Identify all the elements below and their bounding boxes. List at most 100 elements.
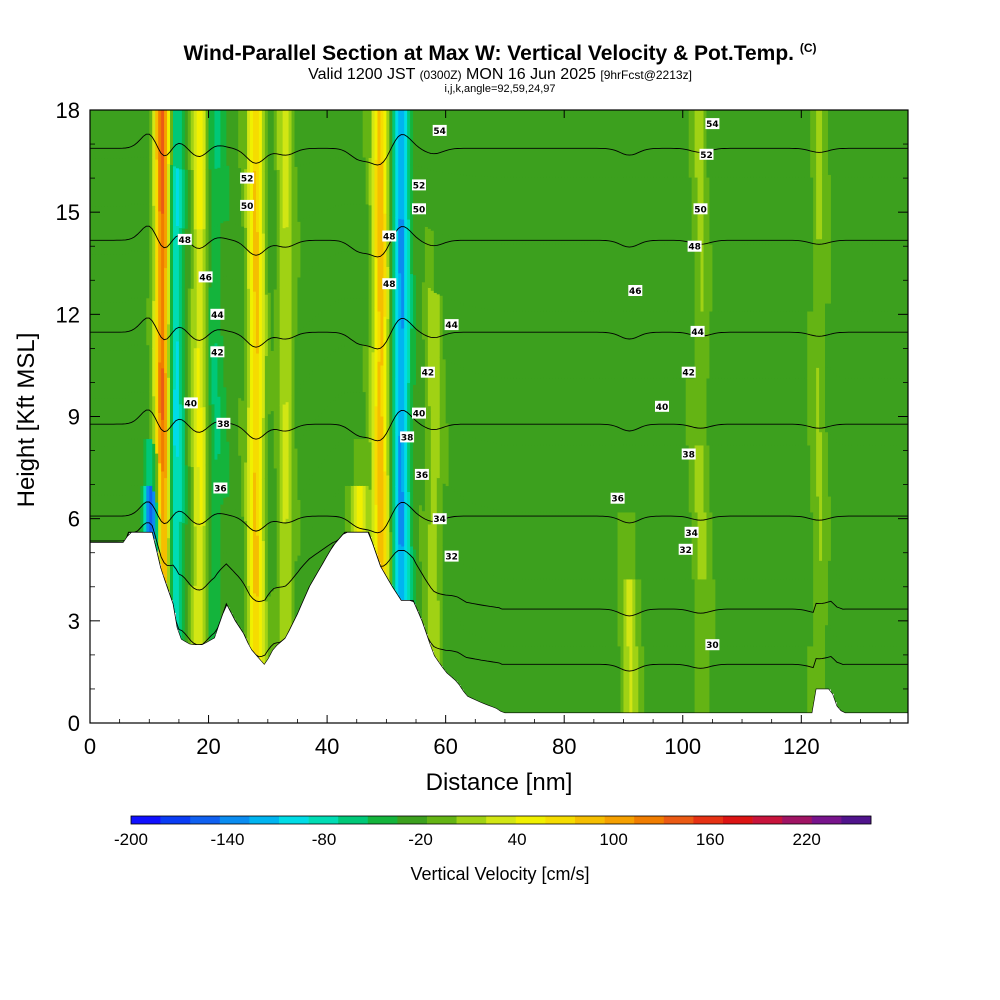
velocity-cell xyxy=(187,347,192,408)
velocity-cell xyxy=(851,444,856,513)
velocity-cell xyxy=(673,444,678,513)
velocity-cell xyxy=(143,250,147,299)
velocity-cell xyxy=(854,176,859,245)
velocity-cell xyxy=(626,176,630,245)
velocity-cell xyxy=(552,444,556,513)
velocity-cell xyxy=(810,444,814,513)
velocity-cell xyxy=(869,444,874,513)
velocity-cell xyxy=(427,582,432,643)
velocity-cell xyxy=(410,273,414,329)
velocity-cell xyxy=(279,523,284,584)
velocity-cell xyxy=(303,542,307,598)
velocity-cell xyxy=(424,575,429,635)
velocity-cell xyxy=(413,274,417,331)
velocity-cell xyxy=(424,284,429,344)
velocity-cell xyxy=(593,444,598,513)
velocity-cell xyxy=(164,267,168,321)
velocity-cell xyxy=(659,176,663,245)
velocity-cell xyxy=(644,110,648,178)
velocity-cell xyxy=(442,607,447,671)
velocity-cell xyxy=(750,511,755,580)
velocity-cell xyxy=(516,243,521,312)
velocity-cell xyxy=(478,636,482,703)
velocity-cell xyxy=(543,377,548,446)
velocity-cell xyxy=(564,377,568,446)
velocity-cell xyxy=(573,511,577,580)
velocity-cell xyxy=(611,578,616,647)
velocity-cell xyxy=(650,444,654,513)
velocity-cell xyxy=(297,221,302,278)
velocity-cell xyxy=(158,110,162,161)
velocity-cell xyxy=(356,438,361,486)
velocity-cell xyxy=(783,310,788,379)
velocity-cell xyxy=(753,110,758,178)
velocity-cell xyxy=(848,377,853,446)
velocity-cell xyxy=(771,444,776,513)
velocity-cell xyxy=(143,438,147,486)
velocity-cell xyxy=(587,511,592,580)
velocity-cell xyxy=(273,229,278,290)
velocity-cell xyxy=(576,110,580,178)
velocity-cell xyxy=(371,448,376,498)
velocity-cell xyxy=(780,511,785,580)
velocity-cell xyxy=(270,470,275,532)
velocity-cell xyxy=(481,307,485,375)
velocity-cell xyxy=(507,578,512,647)
velocity-cell xyxy=(235,167,239,225)
velocity-cell xyxy=(353,344,358,393)
velocity-cell xyxy=(513,110,518,178)
velocity-cell xyxy=(899,176,903,245)
velocity-cell xyxy=(149,250,153,299)
velocity-cell xyxy=(682,377,687,446)
velocity-cell xyxy=(584,645,589,714)
velocity-cell xyxy=(587,377,592,446)
velocity-cell xyxy=(469,110,473,176)
velocity-cell xyxy=(617,444,622,513)
velocity-cell xyxy=(857,511,862,580)
velocity-cell xyxy=(522,444,527,513)
velocity-cell xyxy=(104,350,109,399)
isentrope-label-bg xyxy=(678,543,693,555)
y-tick-label: 0 xyxy=(68,711,80,736)
velocity-cell xyxy=(703,511,708,580)
velocity-cell xyxy=(611,310,616,379)
velocity-cell xyxy=(113,398,118,447)
velocity-cell xyxy=(792,310,796,379)
velocity-cell xyxy=(733,511,737,580)
velocity-cell xyxy=(128,485,133,533)
velocity-cell xyxy=(747,110,752,178)
velocity-cell xyxy=(570,511,574,580)
velocity-cell xyxy=(724,243,728,312)
velocity-cell xyxy=(718,243,722,312)
velocity-cell xyxy=(478,307,482,374)
velocity-cell xyxy=(558,377,562,446)
velocity-cell xyxy=(813,635,817,702)
velocity-cell xyxy=(747,243,752,312)
velocity-cell xyxy=(789,645,794,714)
velocity-cell xyxy=(750,243,755,312)
velocity-cell xyxy=(359,344,364,393)
velocity-cell xyxy=(504,377,509,446)
velocity-cell xyxy=(181,286,186,347)
velocity-cell xyxy=(679,243,684,312)
velocity-cell xyxy=(371,351,376,401)
velocity-cell xyxy=(664,310,669,379)
velocity-cell xyxy=(324,458,328,510)
velocity-cell xyxy=(149,297,153,346)
velocity-cell xyxy=(496,442,500,510)
velocity-cell xyxy=(496,376,500,444)
velocity-cell xyxy=(587,645,592,714)
velocity-cell xyxy=(860,243,865,312)
velocity-cell xyxy=(407,382,411,438)
velocity-cell xyxy=(356,485,361,533)
velocity-cell xyxy=(697,110,702,178)
velocity-cell xyxy=(881,110,885,178)
velocity-cell xyxy=(848,310,853,379)
velocity-cell xyxy=(504,176,509,245)
velocity-cell xyxy=(125,489,130,538)
velocity-cell xyxy=(152,252,156,302)
velocity-cell xyxy=(822,174,826,240)
velocity-cell xyxy=(519,578,524,647)
velocity-cell xyxy=(104,446,109,496)
velocity-cell xyxy=(813,569,817,636)
